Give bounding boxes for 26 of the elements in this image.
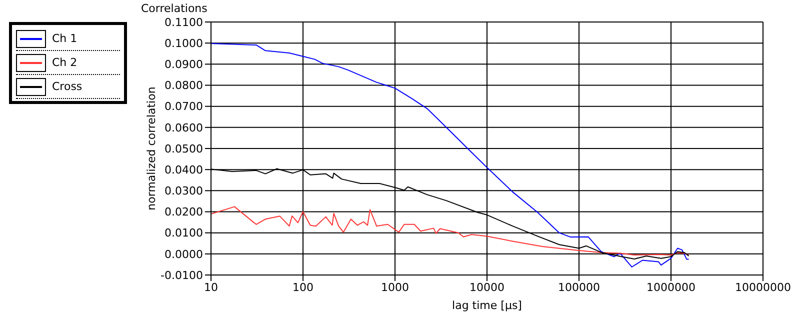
- y-tick-label: 0.1000: [164, 36, 203, 50]
- y-tick-label: 0.0800: [164, 79, 203, 92]
- y-tick-label: 0.0000: [164, 248, 203, 261]
- y-axis-title: normalized correlation: [144, 86, 158, 210]
- y-tick-label: 0.0500: [164, 142, 203, 156]
- legend-label: Cross: [52, 80, 82, 93]
- y-tick-label: 0.0600: [164, 121, 203, 134]
- x-tick-label: 10: [204, 280, 218, 294]
- y-tick-label: 0.0900: [164, 58, 203, 72]
- x-tick-label: 10000: [470, 280, 504, 294]
- x-tick-label: 1000000: [646, 280, 696, 294]
- x-tick-label: 10000000: [735, 280, 791, 294]
- x-tick-label: 100: [292, 280, 314, 294]
- y-tick-label: 0.1100: [164, 16, 203, 29]
- y-tick-label: 0.0700: [164, 100, 203, 114]
- chart-title: Correlations: [141, 2, 208, 15]
- x-axis-title: lag time [µs]: [452, 299, 522, 312]
- y-tick-label: 0.0200: [164, 206, 203, 219]
- y-tick-label: -0.0100: [160, 268, 203, 282]
- y-tick-label: 0.0400: [164, 163, 203, 176]
- legend-label: Ch 1: [52, 32, 78, 45]
- x-tick-label: 1000: [381, 280, 409, 294]
- x-tick-label: 100000: [558, 280, 600, 294]
- y-tick-label: 0.0300: [164, 184, 203, 198]
- legend-label: Ch 2: [52, 56, 78, 69]
- y-tick-label: 0.0100: [164, 226, 203, 240]
